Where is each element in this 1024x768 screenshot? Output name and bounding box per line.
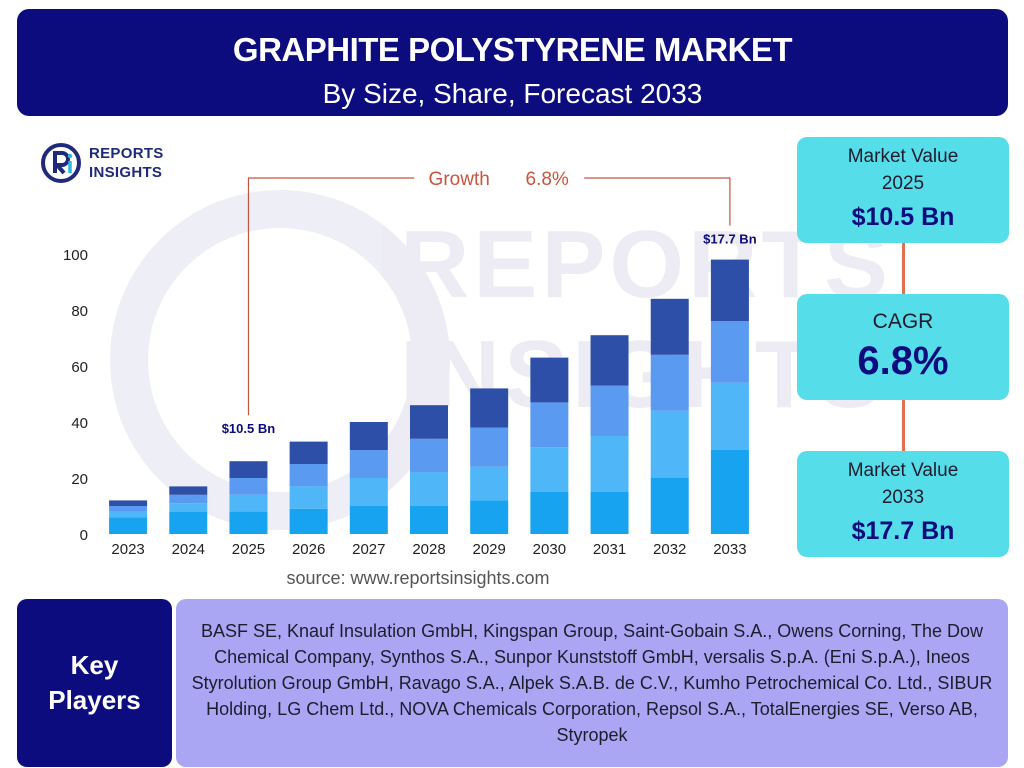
y-tick-label: 40 xyxy=(71,415,88,432)
bar-segment-2030-3 xyxy=(530,402,569,448)
bar-segment-2031-4 xyxy=(590,335,629,386)
bar-segment-2027-1 xyxy=(349,506,388,534)
x-tick-label: 2029 xyxy=(472,541,505,558)
bar-segment-2026-4 xyxy=(289,441,328,464)
bar-segment-2029-4 xyxy=(470,388,509,428)
bar-segment-2033-1 xyxy=(710,450,749,534)
header-banner: GRAPHITE POLYSTYRENE MARKET By Size, Sha… xyxy=(17,9,1008,116)
y-tick-label: 80 xyxy=(71,303,88,320)
x-tick-label: 2032 xyxy=(653,541,686,558)
market-value-2025-card: Market Value 2025 $10.5 Bn xyxy=(797,137,1009,243)
card-connector xyxy=(902,400,905,451)
cagr-card: CAGR 6.8% xyxy=(797,294,1009,400)
bar-segment-2032-2 xyxy=(650,410,689,478)
bar-segment-2032-3 xyxy=(650,354,689,411)
bar-segment-2025-3 xyxy=(229,478,268,495)
bar-segment-2026-1 xyxy=(289,508,328,534)
bar-segment-2029-1 xyxy=(470,500,509,534)
x-tick-label: 2031 xyxy=(593,541,626,558)
bar-segment-2027-4 xyxy=(349,422,388,450)
key-players-label-box: Key Players xyxy=(17,599,172,767)
x-tick-label: 2026 xyxy=(292,541,325,558)
bar-segment-2025-2 xyxy=(229,494,268,512)
card-label-line: Market Value xyxy=(847,460,959,481)
bar-segment-2031-2 xyxy=(590,436,629,492)
bar-segment-2026-3 xyxy=(289,464,328,487)
x-tick-label: 2023 xyxy=(111,541,144,558)
card-connector xyxy=(902,243,905,294)
bar-segment-2025-4 xyxy=(229,461,268,478)
bar-segment-2032-1 xyxy=(650,478,689,534)
bar-segment-2030-1 xyxy=(530,492,569,534)
card-value: 6.8% xyxy=(857,339,949,383)
market-value-2033-card: Market Value 2033 $17.7 Bn xyxy=(797,451,1009,557)
source-note: source: www.reportsinsights.com xyxy=(286,568,550,588)
card-label: Market Value 2033 xyxy=(797,451,1009,511)
bar-segment-2023-2 xyxy=(109,511,148,518)
bar-segment-2029-3 xyxy=(470,427,509,467)
growth-value: 6.8% xyxy=(526,169,569,190)
bar-segment-2024-2 xyxy=(169,503,208,512)
bar-segment-2030-2 xyxy=(530,447,569,492)
logo-text: REPORTS xyxy=(89,145,164,162)
bar-segment-2028-1 xyxy=(410,506,448,534)
x-tick-label: 2033 xyxy=(713,541,746,558)
x-tick-label: 2027 xyxy=(352,541,385,558)
card-label-line: 2025 xyxy=(881,173,925,194)
page-subtitle: By Size, Share, Forecast 2033 xyxy=(322,78,703,109)
growth-line-right xyxy=(584,177,731,226)
growth-label: Growth xyxy=(429,169,490,190)
page-title: GRAPHITE POLYSTYRENE MARKET xyxy=(232,31,793,68)
card-label: CAGR xyxy=(872,310,934,333)
reports-insights-logo-icon xyxy=(41,143,81,183)
end-value-label: $17.7 Bn xyxy=(703,232,757,247)
bar-segment-2030-4 xyxy=(530,357,569,403)
bar-segment-2028-2 xyxy=(410,472,448,506)
y-tick-label: 60 xyxy=(71,359,88,376)
x-tick-label: 2030 xyxy=(533,541,566,558)
logo-text: INSIGHTS xyxy=(89,164,163,181)
card-label-line: Market Value xyxy=(847,146,959,167)
x-tick-label: 2028 xyxy=(412,541,445,558)
key-players-list: BASF SE, Knauf Insulation GmbH, Kingspan… xyxy=(191,621,993,745)
x-tick-label: 2025 xyxy=(232,541,265,558)
y-tick-label: 0 xyxy=(80,527,88,544)
bar-segment-2024-1 xyxy=(169,511,208,534)
card-value: $17.7 Bn xyxy=(851,517,955,545)
card-label-line: 2033 xyxy=(881,487,925,508)
x-tick-label: 2024 xyxy=(172,541,205,558)
y-tick-label: 100 xyxy=(63,247,88,264)
bar-segment-2029-2 xyxy=(470,466,509,501)
key-players-label: Key Players xyxy=(48,650,141,715)
growth-line-left xyxy=(247,177,415,416)
bar-segment-2024-4 xyxy=(169,486,208,495)
bar-segment-2023-4 xyxy=(109,500,148,506)
bar-segment-2032-4 xyxy=(650,298,689,355)
bar-segment-2027-2 xyxy=(349,478,388,506)
card-label: Market Value 2025 xyxy=(797,137,1009,197)
bar-segment-2028-3 xyxy=(410,438,448,473)
bar-segment-2033-3 xyxy=(710,321,749,383)
bar-segment-2023-1 xyxy=(109,517,148,534)
bar-segment-2028-4 xyxy=(410,405,448,439)
bar-segment-2023-3 xyxy=(109,506,148,512)
y-tick-label: 20 xyxy=(71,471,88,488)
bar-segment-2024-3 xyxy=(169,494,208,504)
start-value-label: $10.5 Bn xyxy=(222,421,276,436)
bar-segment-2033-4 xyxy=(710,259,749,322)
bar-segment-2025-1 xyxy=(229,511,268,534)
key-players-list-box: BASF SE, Knauf Insulation GmbH, Kingspan… xyxy=(176,599,1008,767)
bar-segment-2026-2 xyxy=(289,486,328,509)
bar-segment-2027-3 xyxy=(349,450,388,478)
bar-segment-2031-3 xyxy=(590,385,629,436)
bar-segment-2031-1 xyxy=(590,492,629,534)
bar-segment-2033-2 xyxy=(710,382,749,450)
card-value: $10.5 Bn xyxy=(851,203,955,231)
logo: REPORTS INSIGHTS xyxy=(40,142,180,186)
stacked-bar-chart: 0 20 40 60 80 100 2023 2024 2025 2026 2027 2028 2029… xyxy=(63,169,757,558)
